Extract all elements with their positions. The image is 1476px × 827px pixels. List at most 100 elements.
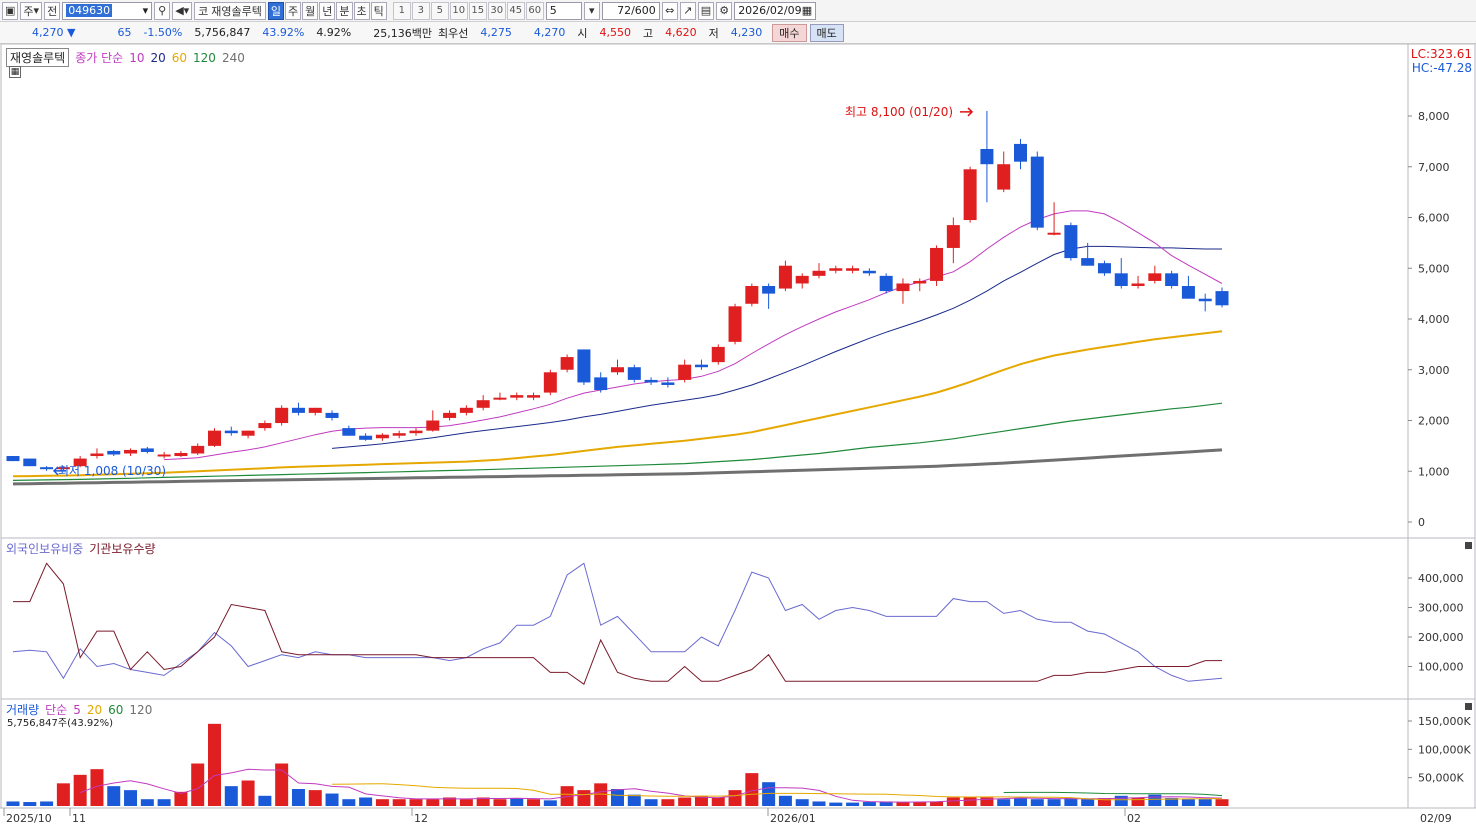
- count-max: /600: [631, 4, 656, 17]
- chart-svg[interactable]: 8,000 7,000 6,000 5,000 4,000 3,000 2,000 1,000…: [0, 43, 1476, 825]
- stock-code-input[interactable]: 049630 ▾: [62, 1, 153, 20]
- candle-body: [275, 407, 289, 424]
- hc-value: HC:-47.28: [1411, 61, 1472, 75]
- volume-bar: [812, 801, 826, 806]
- high-label: 고: [643, 26, 654, 40]
- candle-body: [896, 283, 910, 292]
- count-input[interactable]: 72/600: [601, 1, 660, 20]
- candle-body: [1165, 273, 1179, 287]
- volume-bar: [1064, 798, 1078, 806]
- chevron-down-icon[interactable]: ▾: [583, 1, 600, 20]
- candle-body: [862, 270, 876, 274]
- volume-bar: [879, 801, 893, 806]
- interval-button-5[interactable]: 5: [430, 1, 449, 20]
- tab-period-0[interactable]: 일: [267, 1, 285, 20]
- candle-body: [308, 407, 322, 413]
- table-icon[interactable]: ▦: [9, 66, 21, 78]
- holdings-line-1: [13, 562, 1222, 685]
- interval-input[interactable]: 5: [545, 1, 582, 20]
- sell-button[interactable]: 매도: [809, 23, 844, 42]
- interval-button-1[interactable]: 1: [392, 1, 411, 20]
- volume-bar: [308, 790, 322, 806]
- draw-icon[interactable]: ↗: [679, 1, 696, 20]
- volume-y-label: 100,000K: [1418, 743, 1471, 756]
- price-y-label: 5,000: [1418, 262, 1450, 275]
- open-value: 4,550: [599, 26, 632, 39]
- candle-body: [359, 435, 373, 440]
- volume-bar: [846, 802, 860, 806]
- legend-volume: 거래량: [6, 703, 40, 717]
- prev-button[interactable]: 전: [44, 1, 61, 20]
- interval-button-10[interactable]: 10: [449, 1, 468, 20]
- legend-stock-name[interactable]: 재영솔루텍: [6, 48, 70, 67]
- volume-bar: [493, 799, 507, 806]
- tab-period-1[interactable]: 주: [285, 1, 302, 20]
- search-icon[interactable]: ⚲: [154, 1, 171, 20]
- volume-bar: [258, 795, 272, 806]
- volume-bar: [40, 801, 54, 806]
- stock-name-box[interactable]: 코 재영솔루텍: [194, 1, 266, 20]
- volume-bar: [476, 797, 490, 806]
- buy-button[interactable]: 매수: [772, 23, 807, 42]
- stock-tag: 코: [198, 4, 209, 18]
- tab-period-2[interactable]: 월: [302, 1, 319, 20]
- interval-button-3[interactable]: 3: [411, 1, 430, 20]
- tab-period-3[interactable]: 년: [319, 1, 336, 20]
- save-icon[interactable]: ▤: [697, 1, 715, 20]
- candle-body: [258, 423, 272, 429]
- holdings-y-label: 300,000: [1418, 602, 1464, 615]
- high-value: 4,620: [665, 26, 697, 39]
- tab-period-5[interactable]: 초: [353, 1, 370, 20]
- interval-button-15[interactable]: 15: [468, 1, 487, 20]
- candle-body: [241, 430, 255, 436]
- chart-layout-icon[interactable]: ▣: [2, 1, 19, 20]
- candle-body: [577, 349, 591, 383]
- candle-body: [1114, 273, 1128, 287]
- fit-icon[interactable]: ⇔: [661, 1, 678, 20]
- legend-ma-20: 20: [150, 50, 166, 65]
- legend-ma-label: 종가 단순: [75, 51, 124, 65]
- volume-bar: [997, 799, 1011, 806]
- tab-period-4[interactable]: 분: [336, 1, 353, 20]
- x-axis-label: 2026/01: [770, 812, 816, 824]
- candle-body: [73, 458, 87, 467]
- ma-line-10: [164, 210, 1223, 461]
- interval-button-60[interactable]: 60: [525, 1, 544, 20]
- legend-vol-ma-20: 20: [86, 702, 103, 717]
- candle-body: [846, 268, 860, 271]
- candle-body: [208, 430, 221, 446]
- volume-bar: [527, 799, 541, 806]
- ma-line-60: [12, 330, 1223, 478]
- ma-line-120: [12, 402, 1223, 481]
- low-label: 저: [708, 26, 719, 40]
- candle-body: [963, 169, 977, 221]
- candle-body: [191, 445, 205, 454]
- volume-bar: [1181, 799, 1195, 806]
- candle-body: [443, 412, 457, 418]
- interval-button-45[interactable]: 45: [506, 1, 525, 20]
- candle-body: [778, 265, 792, 289]
- speaker-icon[interactable]: ◀▾: [172, 1, 193, 20]
- candle-body: [1215, 291, 1229, 306]
- candle-body: [124, 449, 138, 454]
- volume-bar: [829, 802, 843, 806]
- candle-body: [224, 430, 238, 434]
- tab-period-6[interactable]: 틱: [370, 1, 387, 20]
- gear-icon[interactable]: ⚙: [716, 1, 733, 20]
- date-input[interactable]: 2026/02/09 ▦: [734, 1, 817, 20]
- volume-bar: [275, 763, 289, 806]
- holdings-y-label: 100,000: [1418, 661, 1464, 674]
- candle-body: [560, 357, 574, 370]
- price-legend: 재영솔루텍 종가 단순 10 20 60 120 240: [6, 48, 245, 67]
- interval-buttons: 1 3 5 10 15 30 45 60: [392, 1, 544, 20]
- market-select[interactable]: 주 ▾: [20, 1, 43, 20]
- candle-body: [694, 364, 708, 368]
- interval-button-30[interactable]: 30: [487, 1, 506, 20]
- volume-bar: [694, 795, 708, 806]
- volume-bar: [1097, 798, 1111, 806]
- volume-bar: [1081, 799, 1095, 806]
- legend-ma-60: 60: [171, 50, 188, 65]
- price-y-label: 0: [1418, 516, 1425, 529]
- candle-body: [476, 400, 490, 408]
- candle-body: [1047, 232, 1061, 235]
